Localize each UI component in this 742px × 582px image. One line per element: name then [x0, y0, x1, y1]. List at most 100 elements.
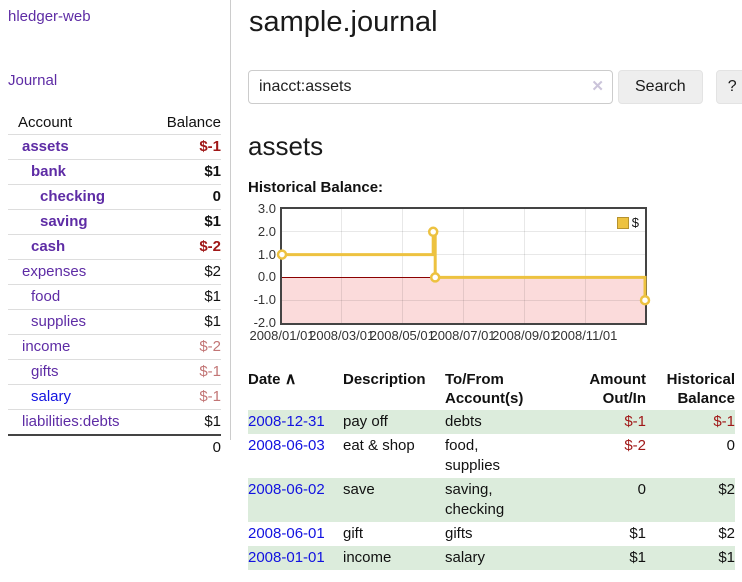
account-row: income $-2	[8, 334, 221, 360]
search-button[interactable]: Search	[618, 70, 703, 104]
account-balance: $1	[151, 159, 221, 185]
search-input[interactable]	[248, 70, 613, 104]
v-gridline	[401, 209, 403, 323]
col-amount: Amount Out/In	[589, 371, 646, 407]
account-row: gifts $-1	[8, 359, 221, 385]
data-point-marker	[429, 272, 441, 283]
account-heading: assets	[248, 131, 324, 161]
account-row: food $1	[8, 284, 221, 310]
account-link-checking[interactable]: checking	[40, 188, 106, 205]
sidebar: hledger-web Journal Account Balance asse…	[0, 0, 231, 460]
register-accounts: salary	[445, 549, 486, 566]
account-balance: $-1	[151, 384, 221, 410]
sidebar-nav: Journal	[8, 72, 221, 90]
x-axis-labels: 2008/01/01 2008/03/01 2008/05/01 2008/07/01…	[249, 328, 742, 344]
register-description: save	[343, 481, 375, 498]
register-amount: $1	[629, 525, 646, 542]
accounts-total-section: 0	[8, 434, 221, 460]
account-row: salary $-1	[8, 384, 221, 410]
h-gridline	[282, 254, 645, 256]
account-balance: $2	[151, 259, 221, 285]
account-link-income[interactable]: income	[22, 338, 71, 355]
date-link[interactable]: 2008-06-01	[248, 525, 325, 542]
account-row: expenses $2	[8, 259, 221, 285]
y-tick-label: 0.0	[257, 269, 276, 285]
nav-journal-link[interactable]: Journal	[8, 72, 58, 89]
help-button[interactable]: ?	[715, 70, 742, 104]
register-row: 2008-06-02 save saving, checking 0 $2	[248, 478, 735, 522]
clear-search-icon[interactable]: ✕	[591, 78, 604, 95]
brand-link[interactable]: hledger-web	[8, 8, 91, 25]
date-link[interactable]: 2008-01-01	[248, 549, 325, 566]
date-link[interactable]: 2008-12-31	[248, 413, 325, 430]
account-link-assets[interactable]: assets	[22, 138, 69, 155]
legend-swatch-icon	[616, 216, 629, 229]
account-link-expenses[interactable]: expenses	[22, 263, 87, 280]
register-description: income	[343, 549, 392, 566]
register-row: 2008-12-31 pay off debts $-1 $-1	[248, 410, 735, 434]
x-tick-label: 2008/01/01	[249, 328, 315, 343]
register-accounts: food, supplies	[445, 437, 501, 474]
historical-balance-chart: 3.0 2.0 1.0 0.0 -1.0 -2.0 $	[248, 202, 742, 330]
register-amount: $-1	[624, 413, 646, 430]
account-row: checking 0	[8, 184, 221, 210]
data-point-marker	[276, 249, 288, 260]
data-point-marker	[427, 226, 439, 238]
chart-title: Historical Balance:	[248, 179, 384, 196]
page-title: sample.journal	[249, 6, 438, 38]
accounts-col-account: Account	[18, 114, 73, 131]
account-link-liabilities-debts[interactable]: liabilities:debts	[22, 413, 120, 430]
col-accounts: To/From Account(s)	[445, 371, 524, 407]
register-header-row: Date ∧ Description To/From Account(s) Am…	[248, 368, 735, 410]
account-balance: $1	[151, 284, 221, 310]
account-link-salary[interactable]: salary	[31, 388, 72, 405]
y-axis-labels: 3.0 2.0 1.0 0.0 -1.0 -2.0	[248, 202, 280, 330]
account-row: cash $-2	[8, 234, 221, 260]
register-rows: 2008-12-31 pay off debts $-1 $-1 2008-06-03 ea…	[248, 410, 735, 570]
search-box: ✕	[248, 70, 613, 104]
account-row: saving $1	[8, 209, 221, 235]
accounts-header-row: Account Balance	[8, 111, 221, 135]
account-balance: $1	[151, 409, 221, 435]
y-tick-label: 3.0	[257, 201, 276, 216]
account-balance: $-2	[151, 234, 221, 260]
account-row: assets $-1	[8, 134, 221, 160]
date-link[interactable]: 2008-06-03	[248, 437, 325, 454]
search-form: ✕ Search ?	[248, 70, 742, 104]
account-link-supplies[interactable]: supplies	[31, 313, 87, 330]
register-accounts: debts	[445, 413, 482, 430]
register-row: 2008-06-03 eat & shop food, supplies $-2 0	[248, 434, 735, 478]
register-amount: $-2	[624, 437, 646, 454]
y-tick-label: 1.0	[257, 246, 276, 262]
account-link-cash[interactable]: cash	[31, 238, 66, 255]
col-date[interactable]: Date ∧	[248, 371, 297, 388]
register-balance: 0	[726, 437, 735, 454]
register-row: 2008-06-01 gift gifts $1 $2	[248, 522, 735, 546]
register-description: pay off	[343, 413, 388, 430]
account-row: liabilities:debts $1	[8, 409, 221, 435]
account-link-food[interactable]: food	[31, 288, 61, 305]
account-link-bank[interactable]: bank	[31, 163, 67, 180]
account-balance: $-1	[151, 359, 221, 385]
account-row: supplies $1	[8, 309, 221, 335]
date-link[interactable]: 2008-06-02	[248, 481, 325, 498]
v-gridline	[524, 209, 526, 323]
accounts-total-value: 0	[151, 434, 221, 460]
v-gridline	[341, 209, 343, 323]
v-gridline	[584, 209, 586, 323]
register-row: 2008-01-01 income salary $1 $1	[248, 546, 735, 570]
main-content: sample.journal ✕ Search ? assets Histori…	[231, 0, 742, 570]
h-gridline	[282, 231, 645, 233]
account-balance: $-1	[151, 134, 221, 160]
x-tick-label: 2008/07/01	[430, 328, 496, 343]
app-layout: hledger-web Journal Account Balance asse…	[0, 0, 742, 570]
account-balance: $1	[151, 309, 221, 335]
account-balance: $-2	[151, 334, 221, 360]
accounts-total-row: 0	[8, 434, 221, 460]
v-gridline	[462, 209, 464, 323]
account-link-gifts[interactable]: gifts	[31, 363, 59, 380]
chart-plot: $	[276, 207, 651, 325]
account-link-saving[interactable]: saving	[40, 213, 88, 230]
register-amount: 0	[637, 481, 646, 498]
account-balance: 0	[151, 184, 221, 210]
